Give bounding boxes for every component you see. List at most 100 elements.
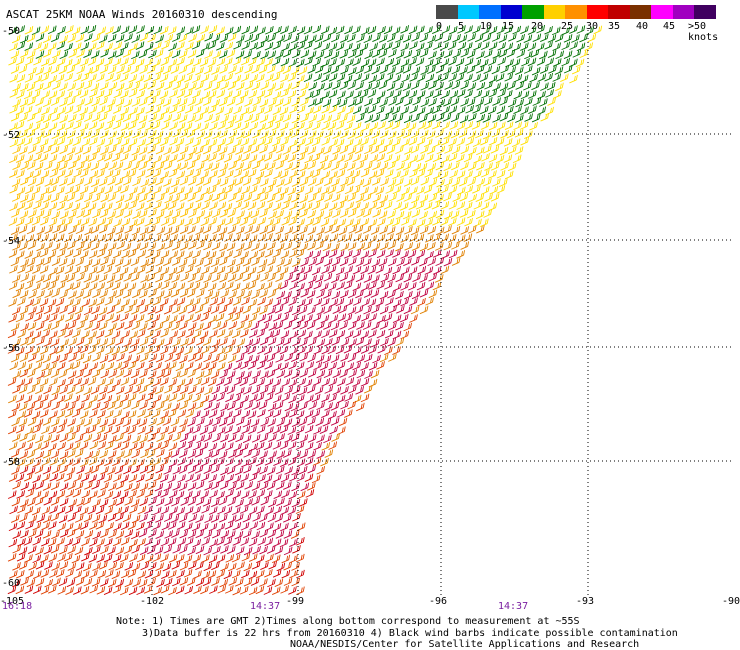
wind-barb [74, 481, 84, 491]
wind-barb [35, 306, 45, 315]
wind-barb [59, 482, 69, 492]
wind-barb [20, 273, 30, 282]
wind-barb [408, 201, 418, 210]
wind-barb [15, 569, 25, 579]
wind-barb [411, 66, 421, 75]
wind-barb [48, 185, 57, 194]
wind-barb [89, 538, 98, 547]
wind-barb [417, 73, 426, 82]
wind-barb [169, 137, 178, 146]
wind-barb [239, 217, 249, 226]
wind-barb [114, 289, 124, 299]
wind-barb [386, 82, 396, 91]
wind-barb [204, 290, 214, 299]
wind-barb [272, 522, 282, 532]
wind-barb [359, 42, 369, 52]
wind-barb [16, 169, 25, 179]
wind-barb [235, 97, 245, 106]
wind-barb [104, 538, 113, 547]
wind-barb [179, 354, 188, 364]
wind-barb [120, 393, 130, 403]
colorbar-tick-label: 5 [458, 21, 465, 32]
wind-barb [395, 66, 405, 75]
wind-barb [132, 242, 141, 252]
wind-barb [223, 377, 233, 386]
wind-barb [367, 105, 377, 114]
wind-barb [496, 185, 506, 194]
wind-barb [27, 385, 36, 395]
wind-barb [251, 273, 261, 283]
wind-barb [225, 488, 234, 498]
wind-barb [488, 89, 498, 98]
wind-barb [263, 314, 273, 324]
wind-barb [74, 514, 84, 523]
wind-barb [529, 121, 538, 131]
wind-barb [385, 90, 394, 99]
wind-barb [267, 466, 276, 475]
wind-barb [10, 65, 20, 74]
wind-barb [161, 233, 171, 243]
wind-barb [378, 80, 388, 90]
wind-barb [432, 249, 442, 258]
wind-barb [392, 265, 401, 275]
wind-barb [266, 225, 276, 234]
wind-barb [259, 545, 268, 555]
wind-barb [448, 152, 458, 162]
wind-barb [425, 281, 435, 291]
wind-barb [283, 418, 293, 427]
wind-barb [195, 146, 204, 155]
wind-barb [136, 586, 145, 596]
wind-barb [249, 73, 259, 83]
wind-barb [259, 306, 268, 315]
wind-barb [460, 241, 470, 250]
wind-barb [455, 57, 465, 67]
wind-barb [400, 169, 409, 178]
wind-barb [384, 41, 393, 51]
wind-barb [145, 265, 155, 274]
wind-barb [123, 354, 132, 363]
wind-barb [164, 273, 173, 283]
wind-barb [340, 66, 349, 75]
wind-barb [144, 154, 153, 164]
wind-barb [39, 298, 49, 307]
wind-barb [252, 545, 261, 555]
wind-barb [362, 178, 372, 188]
wind-barb [176, 521, 186, 530]
wind-barb [200, 585, 209, 595]
wind-barb [235, 193, 245, 203]
wind-barb [332, 305, 342, 314]
wind-barb [49, 169, 59, 178]
wind-barb [112, 378, 121, 388]
wind-barb [163, 226, 173, 236]
wind-barb [176, 506, 185, 516]
wind-barb [386, 145, 396, 154]
wind-barb [51, 354, 61, 364]
wind-barb [163, 466, 173, 475]
wind-barb [95, 505, 105, 515]
wind-barb [192, 153, 201, 163]
wind-barb [41, 106, 50, 116]
wind-barb [24, 442, 34, 451]
wind-barb [64, 233, 73, 243]
wind-barb [296, 170, 306, 179]
wind-barb [473, 201, 483, 210]
wind-barb [423, 121, 433, 130]
wind-barb [465, 137, 475, 146]
wind-barb [107, 242, 117, 251]
wind-barb [163, 545, 173, 554]
wind-barb [259, 513, 268, 523]
wind-barb [219, 97, 228, 107]
wind-barb [155, 464, 164, 474]
wind-barb [223, 362, 233, 372]
wind-barb [48, 585, 57, 594]
wind-barb [388, 257, 397, 267]
wind-barb [304, 409, 314, 419]
wind-barb [115, 481, 125, 490]
wind-barb [82, 145, 92, 155]
wind-barb [299, 498, 308, 507]
wind-barb [243, 562, 253, 572]
wind-barb [378, 210, 388, 220]
wind-barb [79, 106, 89, 116]
wind-barb [122, 65, 132, 75]
wind-barb [48, 122, 58, 131]
